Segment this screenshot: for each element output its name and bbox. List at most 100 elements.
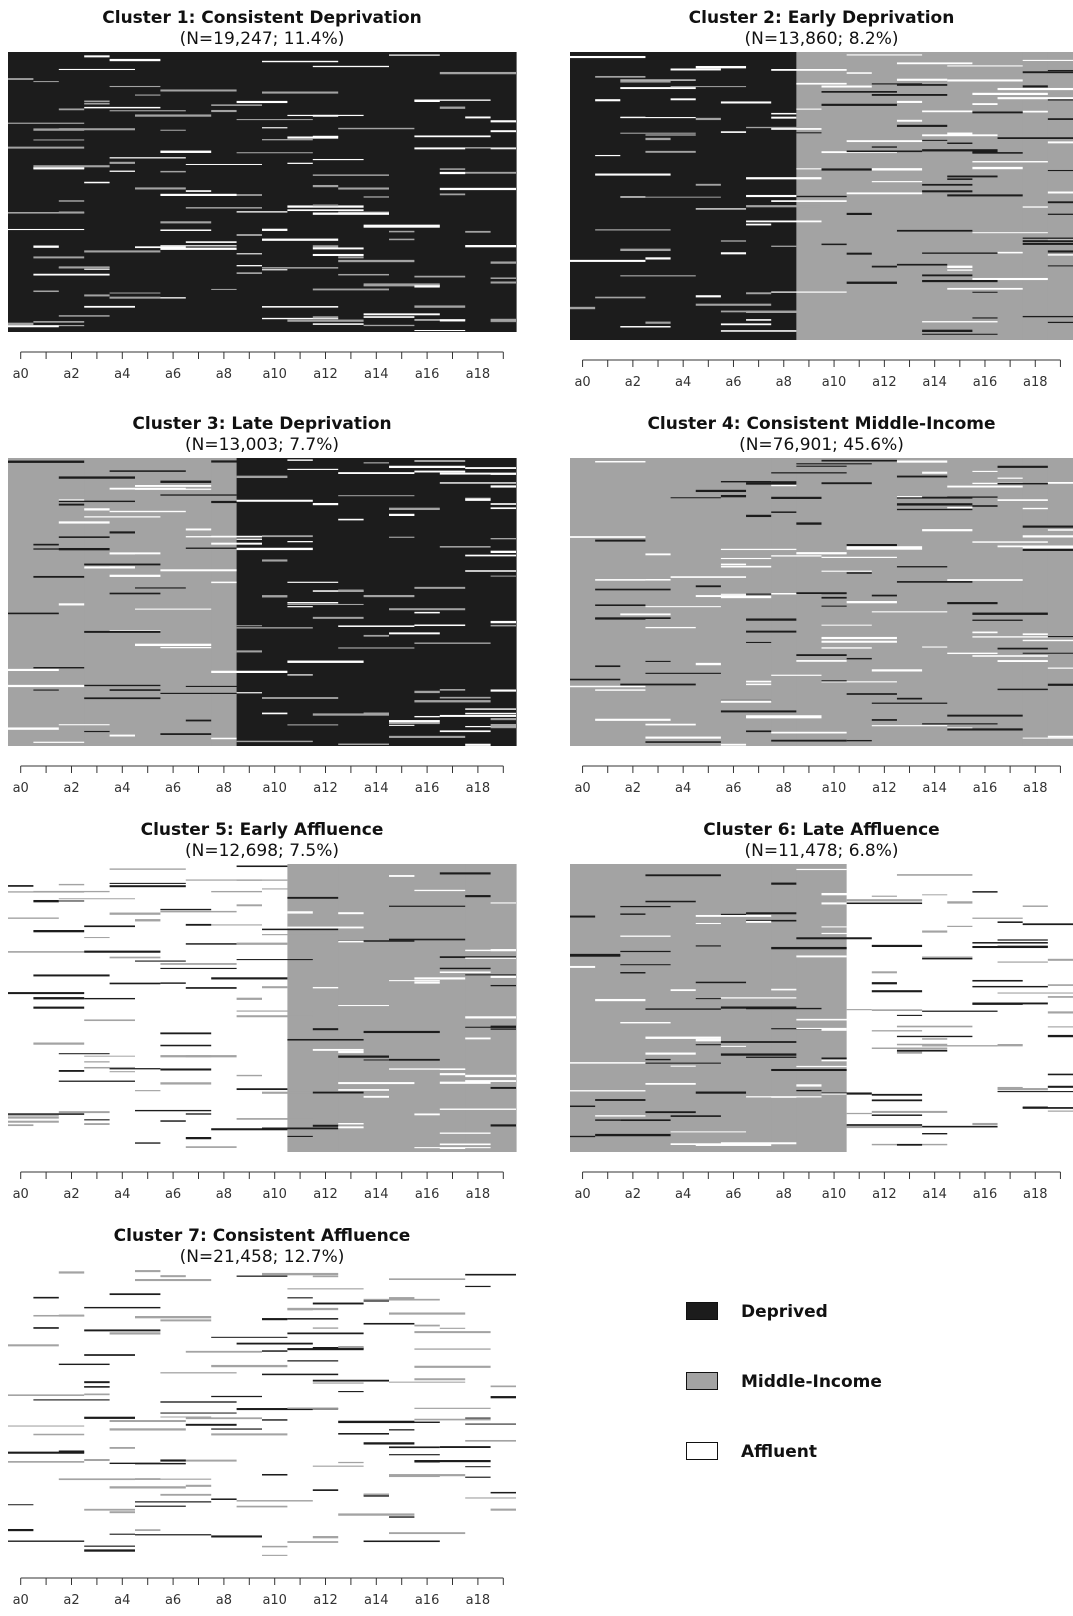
heatmap-cell <box>109 510 186 513</box>
heatmap-cell <box>84 55 110 58</box>
heatmap-cell <box>595 718 671 721</box>
x-tick-label: a0 <box>13 1187 29 1202</box>
heatmap-cell <box>1022 548 1073 551</box>
x-tick-label: a4 <box>675 781 691 796</box>
heatmap-cell <box>871 719 897 721</box>
heatmap-cell <box>490 321 516 323</box>
heatmap-cell <box>84 516 161 518</box>
heatmap-cell <box>821 681 897 683</box>
heatmap-cell <box>972 541 1048 543</box>
heatmap-cell <box>821 85 872 88</box>
heatmap-cell <box>746 1056 797 1058</box>
x-tick-label: a2 <box>625 1187 641 1202</box>
heatmap-cell <box>160 1459 237 1462</box>
heatmap-cell <box>84 950 161 953</box>
heatmap-cell <box>211 458 238 746</box>
heatmap-cell <box>871 1030 923 1032</box>
heatmap-cell <box>160 245 237 247</box>
heatmap-cell <box>972 1122 998 1126</box>
heatmap-cell <box>997 961 1048 963</box>
x-tick-label: a10 <box>262 367 287 382</box>
heatmap-cell <box>160 982 186 984</box>
heatmap-cell <box>414 99 440 102</box>
heatmap-cell <box>695 65 747 69</box>
heatmap-cell <box>8 885 34 887</box>
x-tick-label: a12 <box>872 375 897 390</box>
heatmap-cell <box>1047 1011 1073 1014</box>
heatmap-cell <box>312 1124 339 1127</box>
heatmap-cell <box>58 458 85 746</box>
heatmap-cell <box>312 713 389 716</box>
heatmap-cell <box>465 1476 491 1478</box>
heatmap-cell <box>236 119 313 121</box>
heatmap-cell <box>160 494 237 496</box>
x-tick-label: a0 <box>574 375 590 390</box>
heatmap-cell <box>58 52 85 332</box>
heatmap-cell <box>363 1270 390 1558</box>
heatmap-cell <box>338 1123 364 1125</box>
heatmap-cell <box>389 735 466 738</box>
heatmap-cell <box>8 1120 59 1123</box>
heatmap-cell <box>796 463 872 465</box>
heatmap-cell <box>896 84 948 86</box>
heatmap-cell <box>363 1540 440 1543</box>
heatmap-cell <box>771 458 797 746</box>
heatmap-cell <box>896 119 923 122</box>
heatmap-cell <box>670 864 697 1152</box>
heatmap-cell <box>109 552 135 555</box>
heatmap-cell <box>439 864 466 1152</box>
heatmap-cell <box>338 52 365 332</box>
heatmap-cell <box>570 864 596 1152</box>
heatmap-cell <box>109 734 135 737</box>
heatmap-cell <box>620 196 646 198</box>
heatmap-cell <box>439 1147 466 1150</box>
heatmap-cell <box>1047 996 1073 998</box>
heatmap-cell <box>287 52 314 332</box>
heatmap-cell <box>645 626 696 629</box>
heatmap-cell <box>287 319 364 322</box>
heatmap-cell <box>312 502 339 506</box>
x-tick-label: a2 <box>625 375 641 390</box>
heatmap-cell <box>896 460 948 463</box>
heatmap-cell <box>338 1089 389 1091</box>
heatmap-cell <box>695 1143 772 1146</box>
heatmap-cell <box>414 700 491 703</box>
heatmap-cell <box>109 487 186 490</box>
heatmap-cell <box>211 288 237 290</box>
heatmap-cell <box>490 902 516 904</box>
heatmap-cell <box>997 688 1048 691</box>
heatmap-cell <box>465 52 492 332</box>
heatmap-cell <box>465 1037 491 1040</box>
heatmap-cell <box>312 247 364 250</box>
heatmap-cell <box>439 171 516 174</box>
heatmap-cell <box>439 967 491 970</box>
heatmap-cell <box>670 1115 721 1117</box>
heatmap-cell <box>871 52 898 340</box>
heatmap-cell <box>84 1055 135 1057</box>
heatmap-cell <box>922 723 998 725</box>
heatmap-cell <box>720 52 747 340</box>
heatmap-cell <box>846 899 923 902</box>
heatmap-cell <box>720 101 772 104</box>
x-tick-label: a10 <box>822 781 847 796</box>
heatmap-cell <box>871 982 897 985</box>
heatmap-cell <box>439 956 516 958</box>
heatmap-cell <box>389 905 466 907</box>
heatmap-cell <box>287 1135 313 1137</box>
heatmap-cell <box>414 611 440 614</box>
heatmap-cell <box>160 1493 212 1496</box>
heatmap-cell <box>1022 535 1073 538</box>
heatmap-cell <box>972 232 1048 234</box>
heatmap-cell <box>109 1486 186 1489</box>
heatmap-cell <box>620 950 671 953</box>
legend-swatch <box>686 1302 718 1320</box>
heatmap-cell <box>363 1494 389 1497</box>
heatmap-cell <box>1047 69 1073 72</box>
x-tick-label: a16 <box>415 781 440 796</box>
heatmap-cell <box>1047 141 1073 144</box>
heatmap-cell <box>8 668 59 672</box>
heatmap-cell <box>312 114 339 117</box>
heatmap-cell <box>33 689 59 691</box>
heatmap-cell <box>997 482 1048 485</box>
heatmap-cell <box>312 323 364 325</box>
